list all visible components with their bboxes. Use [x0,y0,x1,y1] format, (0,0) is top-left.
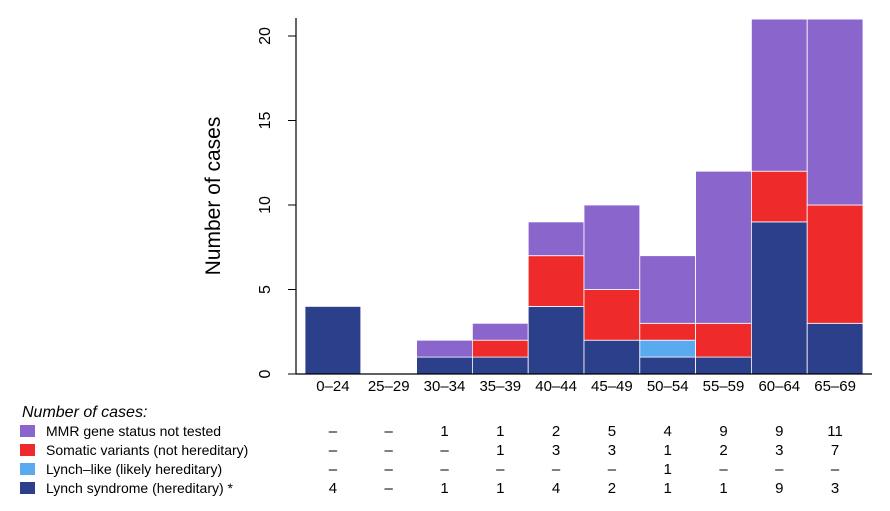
bar-segment-3 [751,18,808,172]
legend-swatch [20,444,35,456]
table-cell: 1 [664,461,672,478]
table-cell: – [719,461,728,478]
table-cell: 1 [496,423,504,440]
bar-segment-1 [639,339,696,358]
table-cell: 5 [608,423,616,440]
bar-segment-0 [304,305,362,375]
table-cell: 4 [664,423,672,440]
table-cell: – [329,442,338,459]
table-cell: – [385,461,394,478]
bar-segment-3 [471,322,529,341]
y-axis-label: Number of cases [202,117,225,276]
table-cell: – [385,423,394,440]
x-tick-label: 65–69 [814,378,856,395]
bar-segment-0 [416,356,473,375]
x-tick-label: 30–34 [424,378,466,395]
table-cell: 2 [719,442,727,459]
table-cell: 7 [831,442,839,459]
table-cell: 1 [496,442,504,459]
x-tick-label: 35–39 [479,378,521,395]
bar-segment-3 [416,339,473,358]
table-cell: 9 [719,423,727,440]
legend-swatch [20,425,35,437]
y-tick-label: 15 [257,112,274,130]
table-title: Number of cases: [22,404,147,421]
table-cell: 3 [608,442,616,459]
bar-segment-0 [806,322,864,375]
table-cell: 11 [827,423,843,440]
table-cell: 2 [608,480,616,497]
table-cell: 9 [775,423,783,440]
legend-label: Lynch syndrome (hereditary) * [46,480,234,496]
bar-segment-3 [639,255,696,324]
table-cell: – [329,461,338,478]
y-tick-label: 0 [257,369,274,378]
x-tick-label: 60–64 [758,378,800,395]
table-cell: 3 [775,442,783,459]
bar-segment-3 [527,221,585,257]
x-tick-label: 0–24 [316,378,349,395]
table-cell: – [496,461,505,478]
x-tick-label: 25–29 [368,378,410,395]
bar-segment-2 [806,204,864,324]
table-cell: – [775,461,784,478]
legend-swatch [20,482,35,494]
bar-segment-0 [527,305,585,375]
table-cell: – [552,461,561,478]
y-tick-label: 10 [257,196,274,214]
bar-segment-0 [639,356,696,375]
x-tick-label: 45–49 [591,378,633,395]
x-tick-label: 50–54 [647,378,689,395]
bar-segment-0 [471,356,529,375]
table-cell: – [831,461,840,478]
legend-label: Lynch–like (likely hereditary) [46,461,222,477]
bar-segment-2 [527,255,585,307]
bar-segment-2 [639,322,696,341]
legend-swatch [20,463,35,475]
table-cell: – [440,461,449,478]
table-cell: 1 [496,480,504,497]
table-cell: 1 [664,442,672,459]
bar-segment-2 [471,339,529,358]
bar-segment-0 [583,339,641,375]
bar-segment-0 [695,356,752,375]
x-tick-label: 40–44 [535,378,577,395]
x-tick-label: 55–59 [703,378,745,395]
table-cell: – [440,442,449,459]
bar-segment-3 [695,170,752,324]
table-cell: 1 [664,480,672,497]
table-cell: 2 [552,423,560,440]
table-cell: – [385,480,394,497]
bar-segment-2 [751,170,808,223]
table-cell: – [329,423,338,440]
bar-segment-3 [583,204,641,290]
table-cell: 1 [719,480,727,497]
table-cell: 4 [329,480,337,497]
bar-segment-2 [583,289,641,341]
table-cell: 9 [775,480,783,497]
bar-segment-2 [695,322,752,358]
table-cell: – [385,442,394,459]
table-cell: 1 [440,423,448,440]
table-cell: – [608,461,617,478]
legend-label: Somatic variants (not hereditary) [46,442,248,458]
bar-segment-3 [806,18,864,206]
table-cell: 3 [552,442,560,459]
y-tick-label: 5 [257,285,274,294]
legend-label: MMR gene status not tested [46,423,221,439]
table-cell: 3 [831,480,839,497]
y-tick-label: 20 [257,27,274,45]
table-cell: 1 [440,480,448,497]
bar-segment-0 [751,221,808,375]
table-cell: 4 [552,480,560,497]
